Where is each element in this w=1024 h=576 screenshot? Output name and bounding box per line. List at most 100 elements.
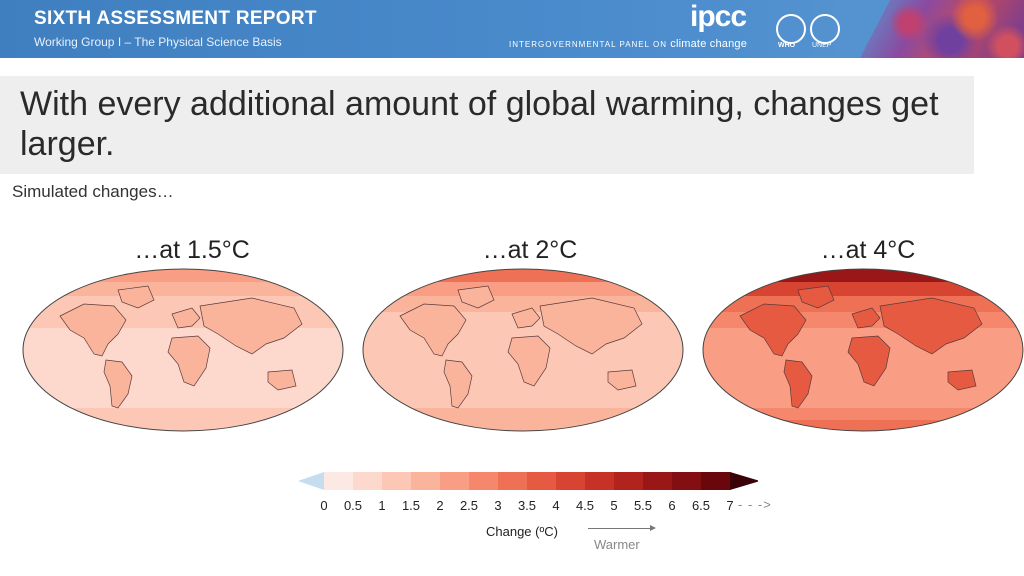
colorbar-tick-label: 3 — [494, 498, 502, 513]
colorbar-swatch — [614, 472, 644, 490]
continent-outline — [851, 307, 881, 329]
colorbar-swatch — [353, 472, 383, 490]
temperature-band — [363, 282, 683, 296]
continent-outline — [797, 285, 835, 309]
map-title-2: …at 2°C — [482, 236, 578, 264]
colorbar-swatch — [643, 472, 673, 490]
continent-outline — [199, 297, 303, 355]
temperature-band — [23, 420, 343, 431]
colorbar-tick-label: 5 — [610, 498, 618, 513]
world-map-2 — [362, 268, 684, 432]
temperature-band — [23, 408, 343, 420]
colorbar-tick-label: 4 — [552, 498, 560, 513]
colorbar-tick-label: 6.5 — [691, 498, 711, 513]
continent-outline — [511, 307, 541, 329]
continent-outline — [507, 335, 551, 387]
who-emblem-icon — [776, 14, 806, 44]
report-title: SIXTH ASSESSMENT REPORT — [34, 8, 317, 29]
map-title-4: …at 4°C — [820, 236, 916, 264]
temperature-band — [23, 392, 343, 408]
colorbar-swatch — [527, 472, 557, 490]
ipcc-logo: ipcc — [690, 0, 747, 33]
continent-outline — [171, 307, 201, 329]
temperature-band — [703, 420, 1023, 431]
continent-outline — [399, 303, 467, 357]
colorbar-tick-label: 0.5 — [343, 498, 363, 513]
map-title-1-5: …at 1.5°C — [134, 236, 250, 264]
temperature-band — [23, 269, 343, 282]
temperature-band — [703, 372, 1023, 392]
temperature-band — [363, 269, 683, 282]
map-border — [702, 268, 1024, 432]
colorbar-swatch — [701, 472, 731, 490]
colorbar-tick-label: 5.5 — [633, 498, 653, 513]
headline-box — [0, 76, 974, 174]
colorbar-tick-label: 6 — [668, 498, 676, 513]
colorbar-tick-label: 3.5 — [517, 498, 537, 513]
tagline-emphasis: climate change — [670, 38, 748, 50]
unep-label: UNEP — [812, 42, 832, 49]
warmer-arrow-icon — [588, 525, 656, 531]
colorbar-swatch — [324, 472, 354, 490]
temperature-band — [363, 420, 683, 431]
continent-outline — [457, 285, 495, 309]
colorbar-tick-label: 0 — [320, 498, 328, 513]
continent-outline — [947, 369, 977, 391]
temperature-band — [703, 296, 1023, 312]
colorbar-tick-label: 2.5 — [459, 498, 479, 513]
continent-outline — [783, 359, 813, 409]
continent-outline — [59, 303, 127, 357]
temperature-band — [363, 296, 683, 312]
continent-outline — [443, 359, 473, 409]
colorbar-positive-extension — [730, 472, 758, 490]
colorbar-swatch — [440, 472, 470, 490]
continent-outline — [607, 369, 637, 391]
colorbar — [298, 472, 758, 490]
map-border — [22, 268, 344, 432]
colorbar-swatch — [585, 472, 615, 490]
report-subtitle: Working Group I – The Physical Science B… — [34, 35, 282, 49]
colorbar-label: Change (ºC) — [486, 524, 558, 539]
continent-outline — [879, 297, 983, 355]
colorbar-tick-label: 2 — [436, 498, 444, 513]
temperature-band — [23, 282, 343, 296]
world-map-1-5 — [22, 268, 344, 432]
colorbar-swatch — [556, 472, 586, 490]
continent-outline — [267, 369, 297, 391]
map-border — [362, 268, 684, 432]
unep-emblem-icon — [810, 14, 840, 44]
slide-headline: With every additional amount of global w… — [20, 85, 939, 163]
colorbar-tick-label: 7 — [726, 498, 734, 513]
temperature-band — [363, 408, 683, 420]
temperature-band — [703, 282, 1023, 296]
slide-subtitle: Simulated changes… — [12, 182, 174, 201]
tagline-prefix: Intergovernmental panel on — [509, 40, 668, 49]
warmer-label: Warmer — [594, 537, 640, 552]
temperature-band — [23, 372, 343, 392]
colorbar-tick-label: 4.5 — [575, 498, 595, 513]
colorbar-swatch — [672, 472, 702, 490]
continent-outline — [739, 303, 807, 357]
continent-outline — [103, 359, 133, 409]
temperature-band — [363, 392, 683, 408]
temperature-band — [703, 408, 1023, 420]
continent-outline — [847, 335, 891, 387]
report-header: SIXTH ASSESSMENT REPORT Working Group I … — [0, 0, 1024, 58]
colorbar-swatch — [498, 472, 528, 490]
continent-outline — [539, 297, 643, 355]
colorbar-swatch — [469, 472, 499, 490]
colorbar-negative-extension — [298, 472, 324, 490]
colorbar-swatch — [411, 472, 441, 490]
ipcc-tagline: Intergovernmental panel on climate chang… — [509, 38, 747, 50]
colorbar-swatch — [382, 472, 412, 490]
colorbar-tick-label: 1.5 — [401, 498, 421, 513]
colorbar-more-arrow: - - -> — [738, 497, 772, 512]
temperature-band — [363, 372, 683, 392]
world-map-4 — [702, 268, 1024, 432]
satellite-image — [860, 0, 1024, 58]
colorbar-tick-label: 1 — [378, 498, 386, 513]
continent-outline — [117, 285, 155, 309]
temperature-band — [703, 392, 1023, 408]
temperature-band — [703, 269, 1023, 282]
temperature-band — [23, 296, 343, 312]
